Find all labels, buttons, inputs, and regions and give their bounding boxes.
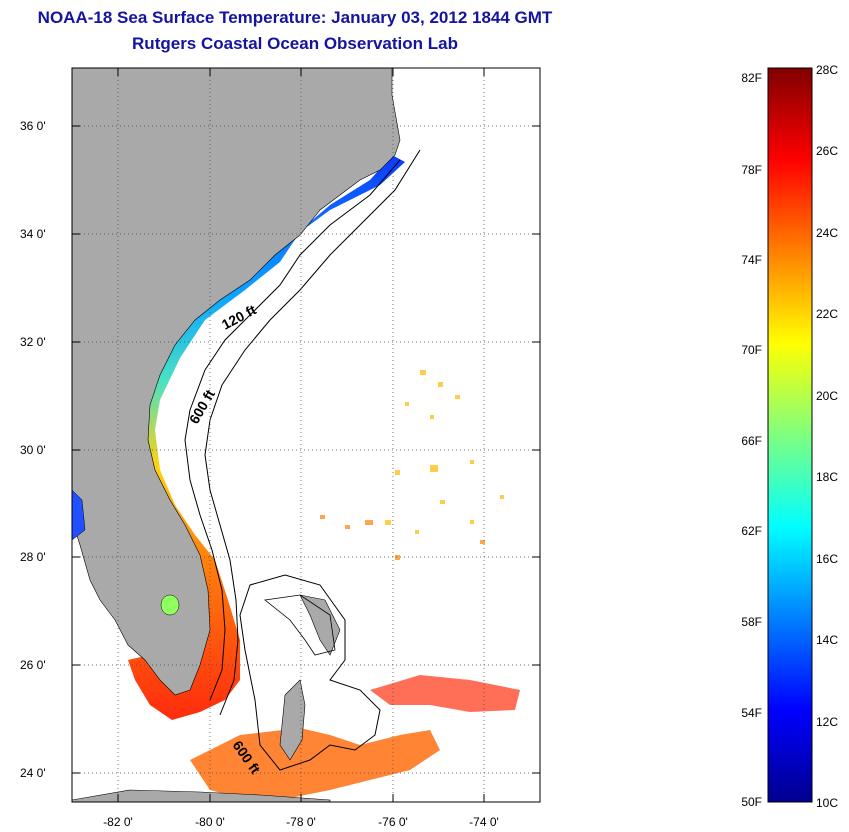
lat-label: 32 0' [20,335,46,349]
colorbar-f-label: 50F [741,795,762,809]
land-cuba-edge [72,789,331,802]
map-title: NOAA-18 Sea Surface Temperature: January… [37,8,553,27]
lat-label: 28 0' [20,550,46,564]
sst-warm-patch-south [190,728,440,800]
lon-label: -82 0' [103,815,133,829]
colorbar-c-label: 14C [816,633,838,647]
colorbar-c-labels: 28C 26C 24C 22C 20C 18C 16C 14C 12C 10C [816,63,838,810]
colorbar-c-label: 12C [816,715,838,729]
land-bahamas-abaco [299,594,341,656]
map-subtitle: Rutgers Coastal Ocean Observation Lab [132,34,458,53]
sst-warm-patch-east [370,675,520,712]
colorbar [767,67,813,803]
colorbar-f-labels: 82F 78F 74F 70F 66F 62F 58F 54F 50F [741,71,762,809]
contour-bahamas-bank [239,574,381,771]
colorbar-f-label: 82F [741,71,762,85]
colorbar-c-label: 18C [816,470,838,484]
colorbar-f-label: 70F [741,343,762,357]
colorbar-f-label: 78F [741,163,762,177]
colorbar-f-label: 74F [741,253,762,267]
lat-label: 24 0' [20,766,46,780]
lat-label: 36 0' [20,119,46,133]
colorbar-f-label: 58F [741,615,762,629]
lon-label: -80 0' [195,815,225,829]
lon-label: -74 0' [469,815,499,829]
sst-offshore-scatter [320,370,504,560]
land-west-coast-edge [72,489,86,541]
colorbar-f-label: 54F [741,706,762,720]
colorbar-f-label: 62F [741,524,762,538]
lat-label: 34 0' [20,227,46,241]
colorbar-c-label: 28C [816,63,838,77]
colorbar-c-label: 24C [816,226,838,240]
lon-label: -76 0' [378,815,408,829]
colorbar-c-label: 20C [816,389,838,403]
lat-label: 26 0' [20,658,46,672]
colorbar-c-label: 10C [816,796,838,810]
lat-ticks [72,68,540,802]
colorbar-c-label: 26C [816,144,838,158]
land-us-coast [72,68,401,696]
lake-okeechobee [160,594,180,616]
contour-120ft [184,159,401,701]
lat-label: 30 0' [20,443,46,457]
contour-bahamas-inner [264,594,336,656]
colorbar-c-label: 16C [816,552,838,566]
land-bahamas-andros [279,679,306,761]
colorbar-f-label: 66F [741,434,762,448]
colorbar-c-label: 22C [816,307,838,321]
lon-label: -78 0' [286,815,316,829]
